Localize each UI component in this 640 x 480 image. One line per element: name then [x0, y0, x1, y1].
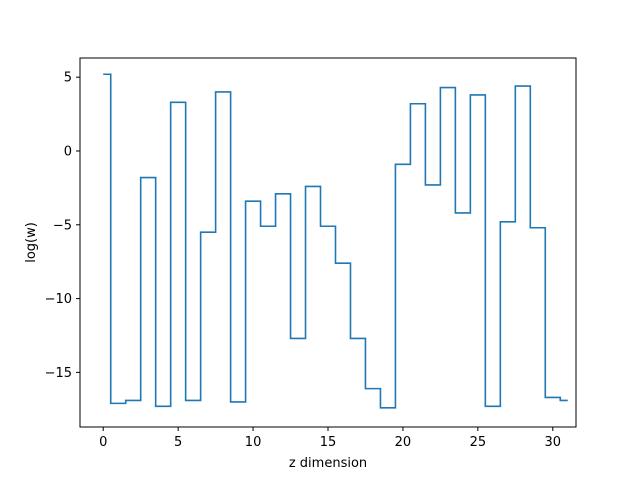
x-axis-label: z dimension — [289, 456, 367, 471]
x-axis-ticks: 0 5 10 15 20 25 30 — [99, 427, 561, 450]
y-axis-label: log(w) — [24, 222, 39, 263]
x-tick-label: 5 — [174, 435, 182, 450]
x-tick-label: 10 — [245, 435, 262, 450]
y-tick-label: 5 — [64, 71, 72, 86]
series-layer — [103, 73, 568, 409]
y-tick-label: −5 — [53, 218, 72, 233]
x-tick-label: 30 — [545, 435, 562, 450]
y-tick-label: −10 — [45, 292, 72, 307]
x-tick-label: 25 — [470, 435, 487, 450]
y-tick-label: −15 — [45, 366, 72, 381]
x-tick-label: 20 — [395, 435, 412, 450]
y-tick-label: 0 — [64, 144, 72, 159]
plot-frame — [79, 57, 577, 428]
x-tick-label: 15 — [320, 435, 337, 450]
series-step-line — [103, 73, 568, 409]
plot-background — [80, 58, 576, 427]
y-axis-ticks: 5 0 −5 −10 −15 — [45, 71, 80, 381]
x-tick-label: 0 — [99, 435, 107, 450]
